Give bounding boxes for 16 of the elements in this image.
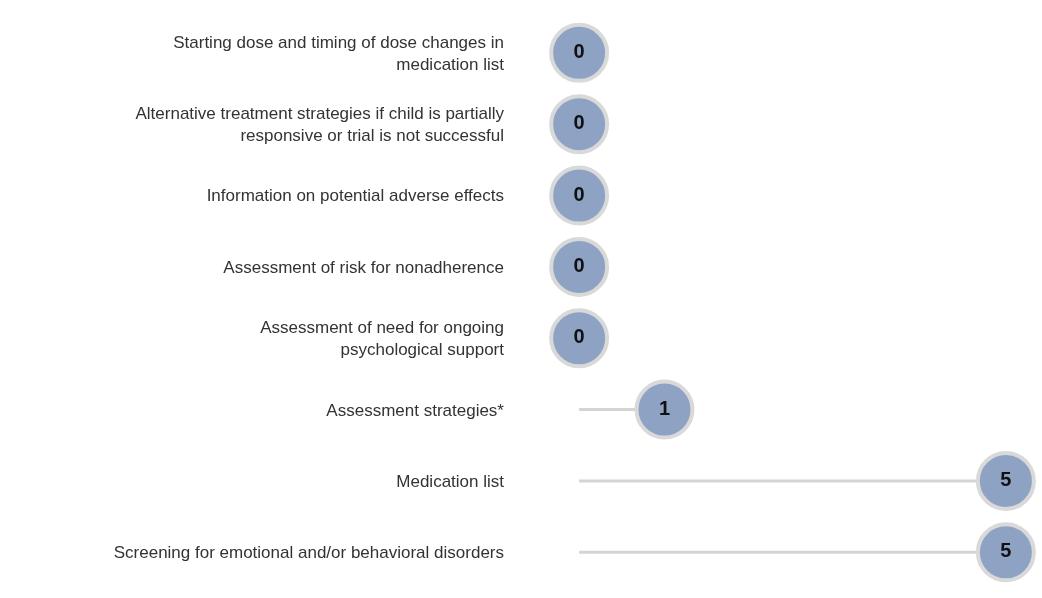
y-tick-label: Alternative treatment strategies if child is partially responsive or trial is not successful bbox=[135, 104, 505, 146]
data-label: 0 bbox=[573, 325, 585, 348]
y-tick-label: Screening for emotional and/or behavioral disorders bbox=[113, 543, 504, 563]
y-tick-label: Starting dose and timing of dose changes in medication list bbox=[173, 32, 505, 74]
data-label: 0 bbox=[573, 253, 585, 276]
data-label: 0 bbox=[573, 39, 585, 62]
y-tick-label: Information on potential adverse effects bbox=[206, 186, 504, 206]
y-tick-label: Assessment of need for ongoing psychological support bbox=[260, 318, 505, 360]
y-tick-label: Assessment of risk for nonadherence bbox=[223, 257, 504, 277]
y-tick-label: Assessment strategies* bbox=[326, 400, 505, 420]
data-label: 5 bbox=[1000, 539, 1012, 562]
data-label: 0 bbox=[573, 182, 585, 205]
data-label: 1 bbox=[658, 396, 671, 419]
y-tick-label: Medication list bbox=[396, 471, 505, 491]
data-label: 5 bbox=[1000, 467, 1012, 490]
data-label: 0 bbox=[573, 111, 585, 134]
